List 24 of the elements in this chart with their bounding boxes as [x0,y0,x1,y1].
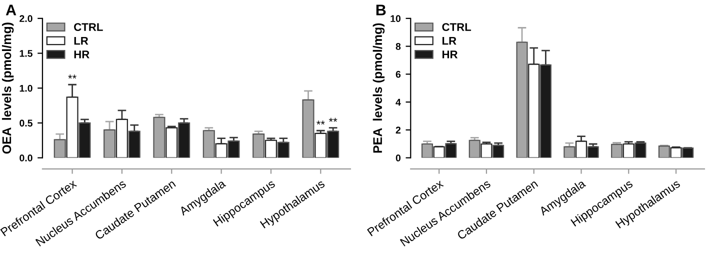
legend-label: CTRL [442,23,472,32]
y-tick-label: 1.0 [20,84,32,92]
y-tick-label: 0.0 [20,154,32,162]
annotation: ** [68,74,76,79]
y-tick-label: 8 [396,43,401,50]
annotation: ** [328,118,338,122]
legend-label: LR [74,36,88,45]
y-tick-label: 4 [396,98,401,106]
y-tick-label: 0.5 [20,120,32,127]
y-tick-label: 10 [390,15,401,22]
y-tick-label: 6 [396,70,401,78]
legend-label: HR [74,50,90,58]
y-tick-label: 1.5 [20,50,32,57]
annotation: ** [316,120,325,125]
legend-label: LR [442,36,456,45]
legend-label: CTRL [74,23,103,32]
chart-title: A [6,4,16,16]
y-tick-label: 2.0 [20,15,32,22]
y-tick-label: 0 [396,154,401,162]
y-axis-title: PEA levels (pmol/mg) [372,23,385,153]
chart-title: B [376,4,386,16]
legend-label: HR [442,50,458,58]
y-axis-title: OEA levels (pmol/mg) [2,22,14,154]
y-tick-label: 2 [396,126,401,134]
